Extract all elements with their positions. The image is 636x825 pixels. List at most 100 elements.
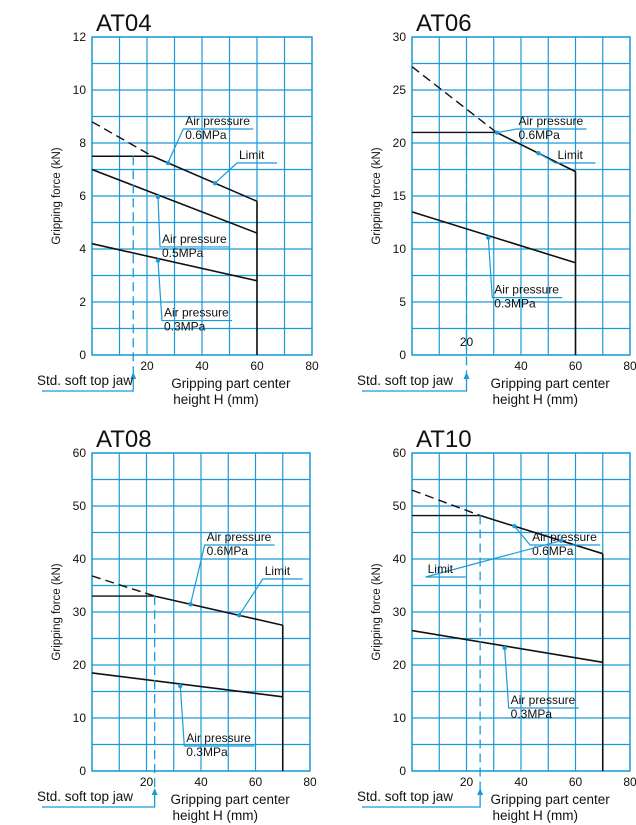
y-tick-label: 5: [399, 295, 406, 309]
callout-text-line2: 0.6MPa: [532, 544, 574, 558]
x-tick-label: 80: [623, 775, 636, 789]
callout-leader: [487, 237, 563, 299]
plot-frame: [91, 36, 313, 356]
callout-leader: [496, 128, 587, 134]
x-tick-label: 80: [305, 359, 319, 373]
callout-text-line1: Air pressure: [207, 530, 272, 544]
chart-panel-at10: AT10 0 10 20 30 40 50 60 20 40 60 80 Gripping force …: [357, 426, 636, 823]
callout-leader: [157, 260, 232, 322]
callout-text-line1: Limit: [428, 562, 454, 576]
series-line-06MPa: [496, 131, 576, 173]
x-tick-label: 80: [303, 775, 317, 789]
y-tick-label: 10: [393, 242, 407, 256]
x-tick-label: 80: [623, 359, 636, 373]
callout-text-line1: Air pressure: [519, 114, 584, 128]
series-line-dashed: [411, 489, 481, 517]
series-line-03MPa: [91, 672, 283, 698]
y-tick-label: 0: [399, 764, 406, 778]
y-axis-label: Gripping force (kN): [371, 563, 383, 660]
callout-text-line2: 0.3MPa: [186, 745, 228, 759]
y-tick-label: 30: [393, 30, 407, 44]
callout-text-line1: Limit: [239, 148, 265, 162]
x-tick-label: 40: [194, 775, 208, 789]
chart-panel-at08: AT08 0 10 20 30 40 50 60 20 40 60 80 Gripping force …: [37, 426, 317, 823]
plot-frame: [411, 452, 631, 772]
callout-text-line2: 0.5MPa: [162, 246, 204, 260]
callout-text-line1: Air pressure: [532, 530, 597, 544]
std-jaw-label: Std. soft top jaw: [37, 373, 133, 388]
y-tick-label: 10: [73, 711, 87, 725]
chart-title: AT10: [416, 426, 472, 453]
callout-text-line1: Limit: [265, 564, 291, 578]
std-jaw-label: Std. soft top jaw: [357, 789, 453, 804]
y-axis-label: Gripping force (kN): [51, 563, 63, 660]
y-tick-label: 30: [73, 605, 87, 619]
callout-tip-icon: [212, 180, 218, 186]
callout-text-line1: Air pressure: [511, 693, 576, 707]
y-tick-label: 20: [73, 658, 87, 672]
x-tick-label: 40: [514, 775, 528, 789]
y-tick-label: 0: [79, 348, 86, 362]
callout-tip-icon: [486, 235, 491, 240]
y-tick-label: 20: [393, 136, 407, 150]
std-jaw-arrow-icon: [463, 372, 470, 379]
y-tick-label: 6: [79, 189, 86, 203]
callout-text-line1: Air pressure: [185, 114, 250, 128]
y-tick-label: 12: [73, 30, 87, 44]
callout-tip-icon: [188, 602, 193, 607]
x-axis-label-line2: height H (mm): [173, 392, 259, 407]
callout-leader: [504, 647, 579, 709]
x-axis-label-line2: height H (mm): [492, 392, 578, 407]
series-line-03MPa: [411, 211, 576, 264]
std-jaw-pointer: [362, 793, 481, 808]
std-jaw-pointer: [362, 377, 468, 392]
y-tick-label: 10: [73, 83, 87, 97]
y-axis-label: Gripping force (kN): [51, 147, 63, 244]
x-tick-label: 40: [195, 359, 209, 373]
y-tick-label: 15: [393, 189, 407, 203]
x-tick-label: 20: [140, 775, 154, 789]
callout-leader: [538, 152, 596, 164]
callout-leader: [238, 578, 303, 616]
y-tick-label: 0: [79, 764, 86, 778]
chart-title: AT04: [96, 10, 152, 37]
chart-title: AT06: [416, 10, 472, 37]
series-line-05MPa: [91, 168, 258, 234]
callout-leader: [214, 162, 277, 184]
callout-text-line1: Limit: [558, 148, 584, 162]
callout-leader: [157, 196, 230, 248]
callout-text-line2: 0.3MPa: [164, 320, 206, 334]
callout-tip-icon: [155, 194, 161, 200]
chart-title: AT08: [96, 426, 152, 453]
x-axis-label-line1: Gripping part center: [171, 376, 291, 391]
std-jaw-pointer: [42, 377, 134, 392]
plot-frame: [411, 36, 631, 356]
callout-limit: Limit: [536, 148, 596, 164]
callout-tip-icon: [165, 160, 171, 166]
callout-leader: [167, 128, 254, 164]
std-jaw-label: Std. soft top jaw: [357, 373, 453, 388]
x-tick-label: 60: [249, 775, 263, 789]
y-tick-label: 0: [399, 348, 406, 362]
series-line-03MPa: [91, 242, 258, 282]
y-tick-label: 10: [393, 711, 407, 725]
std-jaw-label: Std. soft top jaw: [37, 789, 133, 804]
std-jaw-arrow-icon: [130, 372, 137, 379]
x-axis-label-line2: height H (mm): [492, 808, 578, 823]
callout-leader: [513, 525, 601, 546]
x-tick-label: 40: [514, 359, 528, 373]
callout-tip-icon: [237, 613, 242, 618]
callout-limit: Limit: [425, 538, 564, 578]
callout-text-line2: 0.3MPa: [511, 707, 553, 721]
series-line-06MPa: [154, 595, 283, 627]
std-jaw-pointer: [42, 793, 156, 808]
series-line-dashed: [91, 121, 153, 157]
x-axis-label-line2: height H (mm): [172, 808, 258, 823]
x-axis-label-line1: Gripping part center: [170, 792, 290, 807]
callout-text-line2: 0.6MPa: [207, 544, 249, 558]
